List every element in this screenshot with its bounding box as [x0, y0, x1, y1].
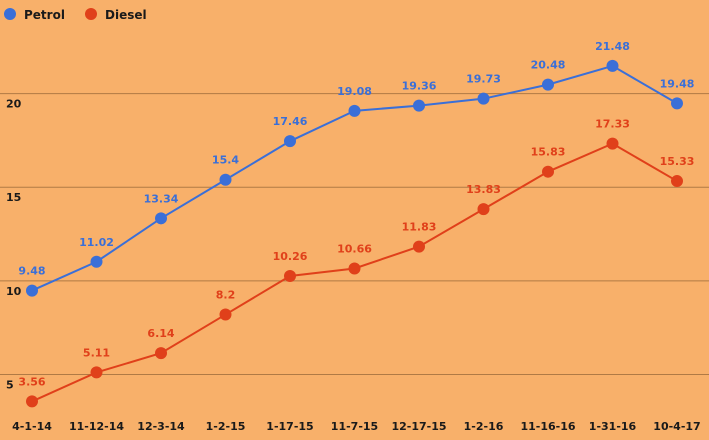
- series-line-petrol: [31, 64, 678, 292]
- legend-label-petrol: Petrol: [24, 8, 65, 22]
- y-tick-label: 20: [6, 98, 22, 111]
- data-label-petrol: 19.73: [466, 73, 501, 86]
- data-point-petrol[interactable]: [348, 104, 361, 117]
- data-point-diesel[interactable]: [90, 366, 103, 379]
- data-point-petrol[interactable]: [284, 135, 296, 148]
- y-tick-label: 10: [6, 285, 22, 298]
- data-label-petrol: 9.48: [18, 265, 45, 278]
- data-label-diesel: 15.83: [531, 146, 566, 159]
- data-label-petrol: 17.46: [273, 115, 308, 128]
- x-tick-label: 1-2-16: [464, 420, 504, 433]
- data-point-petrol[interactable]: [155, 212, 167, 225]
- data-label-petrol: 20.48: [531, 59, 566, 72]
- data-point-petrol[interactable]: [606, 59, 619, 72]
- x-tick-label: 10-4-17: [653, 420, 700, 433]
- legend-item-petrol[interactable]: Petrol: [4, 8, 65, 22]
- data-label-petrol: 11.02: [79, 236, 114, 249]
- x-tick-label: 1-2-15: [206, 420, 246, 433]
- data-label-diesel: 17.33: [595, 118, 630, 131]
- data-point-petrol[interactable]: [90, 255, 103, 268]
- data-label-petrol: 19.48: [660, 77, 695, 90]
- data-point-petrol[interactable]: [542, 78, 554, 91]
- x-tick-label: 1-17-15: [266, 420, 313, 433]
- data-label-diesel: 13.83: [466, 183, 501, 196]
- x-tick-label: 1-31-16: [589, 420, 637, 433]
- data-point-petrol[interactable]: [26, 284, 38, 297]
- y-axis-ticks: 5 10 15 20: [6, 98, 22, 392]
- series-petrol: 9.48 11.02 13.34 15.4 17.46 19.08 19.36 19.73 20…: [18, 40, 694, 297]
- data-label-diesel: 15.33: [660, 155, 695, 168]
- data-point-diesel[interactable]: [477, 203, 490, 216]
- data-label-petrol: 13.34: [144, 192, 179, 205]
- x-tick-label: 11-7-15: [331, 420, 378, 433]
- data-point-diesel[interactable]: [155, 347, 167, 360]
- data-label-diesel: 10.66: [337, 242, 372, 255]
- legend-marker-petrol: [4, 8, 16, 20]
- y-tick-label: 15: [6, 191, 21, 204]
- data-point-diesel[interactable]: [348, 262, 361, 275]
- data-point-diesel[interactable]: [671, 175, 683, 188]
- data-point-diesel[interactable]: [284, 269, 296, 282]
- x-tick-label: 11-12-14: [69, 420, 124, 433]
- x-axis-ticks: 4-1-14 11-12-14 12-3-14 1-2-15 1-17-15 11-7-1…: [12, 420, 701, 433]
- legend-item-diesel[interactable]: Diesel: [85, 8, 147, 22]
- data-label-diesel: 11.83: [402, 221, 437, 234]
- data-label-petrol: 19.36: [402, 80, 437, 93]
- data-point-petrol[interactable]: [413, 99, 425, 112]
- data-point-diesel[interactable]: [542, 165, 554, 178]
- data-point-petrol[interactable]: [219, 173, 232, 186]
- data-point-diesel[interactable]: [413, 240, 425, 253]
- data-point-diesel[interactable]: [606, 137, 619, 150]
- data-label-petrol: 19.08: [337, 85, 372, 98]
- y-tick-label: 5: [6, 378, 14, 391]
- data-label-petrol: 15.4: [212, 154, 239, 167]
- data-label-diesel: 10.26: [273, 250, 308, 263]
- data-label-diesel: 8.2: [216, 289, 236, 302]
- data-label-diesel: 6.14: [147, 327, 174, 340]
- data-label-diesel: 5.11: [83, 346, 110, 359]
- data-point-petrol[interactable]: [477, 92, 490, 105]
- legend-marker-diesel: [85, 8, 97, 20]
- legend-label-diesel: Diesel: [105, 8, 147, 22]
- data-point-diesel[interactable]: [219, 308, 232, 321]
- series-diesel: 3.56 5.11 6.14 8.2 10.26 10.66 11.83 13.83 15.83…: [18, 118, 694, 408]
- data-label-diesel: 3.56: [18, 375, 45, 388]
- grid-lines: [0, 93, 709, 375]
- data-point-petrol[interactable]: [671, 97, 683, 110]
- x-tick-label: 11-16-16: [520, 420, 575, 433]
- x-tick-label: 4-1-14: [12, 420, 52, 433]
- data-label-petrol: 21.48: [595, 40, 630, 53]
- series-group: 9.48 11.02 13.34 15.4 17.46 19.08 19.36 19.73 20…: [18, 40, 694, 408]
- x-tick-label: 12-3-14: [137, 420, 185, 433]
- legend: Petrol Diesel: [4, 8, 147, 22]
- data-point-diesel[interactable]: [26, 395, 38, 408]
- x-tick-label: 12-17-15: [391, 420, 446, 433]
